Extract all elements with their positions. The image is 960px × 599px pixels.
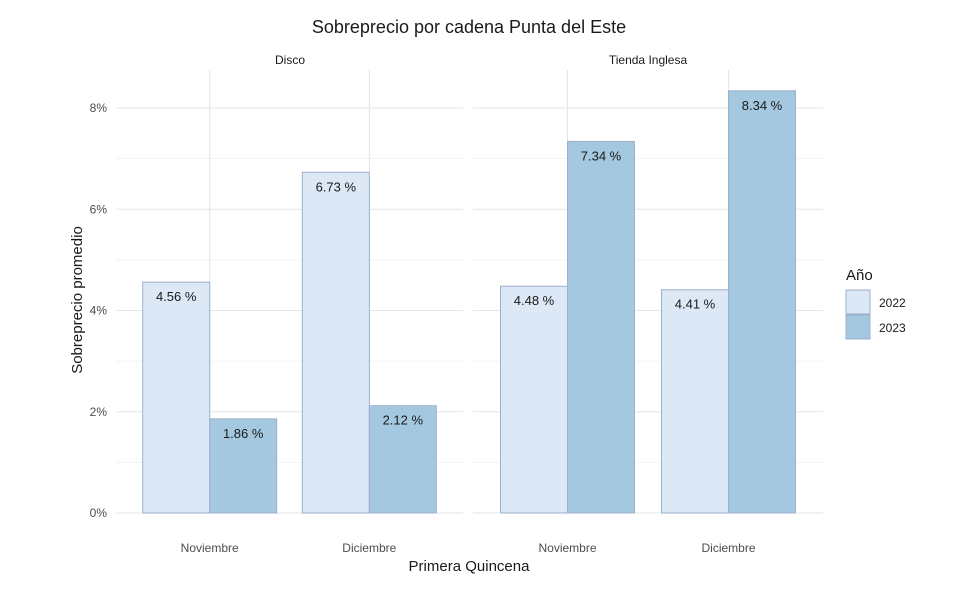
x-tick-label: Noviembre <box>538 541 596 555</box>
bar-value-label: 1.86 % <box>223 426 264 441</box>
facet-strip-disco: Disco <box>275 53 305 67</box>
legend-title: Año <box>846 267 873 284</box>
chart-title: Sobreprecio por cadena Punta del Este <box>312 17 626 37</box>
legend-swatch-2022 <box>845 289 871 315</box>
y-tick-label: 8% <box>90 101 108 115</box>
bar-2023 <box>209 418 278 514</box>
bars: 4.56 % 1.86 % 6.73 % 2.12 % 4.48 % 7.34 % 4.41… <box>142 90 796 514</box>
bar-2022 <box>661 289 729 514</box>
bar-2022 <box>500 285 568 514</box>
bar-value-label: 4.41 % <box>675 297 716 312</box>
bar-2023 <box>567 140 635 514</box>
y-axis-title: Sobreprecio promedio <box>69 226 86 374</box>
x-axis-title: Primera Quincena <box>409 558 531 575</box>
y-axis-ticks: 0% 2% 4% 6% 8% <box>90 101 108 520</box>
bar-2022 <box>142 281 211 514</box>
bar-2023 <box>368 405 437 514</box>
y-tick-label: 6% <box>90 202 108 216</box>
bar-value-label: 7.34 % <box>581 148 622 163</box>
bar-value-label: 4.48 % <box>514 293 555 308</box>
bar-value-label: 6.73 % <box>316 179 357 194</box>
y-tick-label: 4% <box>90 304 108 318</box>
bar-2023 <box>728 90 796 514</box>
legend: Año 2022 2023 <box>845 267 906 340</box>
y-tick-label: 2% <box>90 405 108 419</box>
bar-2022 <box>301 171 370 514</box>
y-tick-label: 0% <box>90 506 108 520</box>
legend-label-2022: 2022 <box>879 296 906 310</box>
bar-value-label: 2.12 % <box>383 413 424 428</box>
x-tick-label: Noviembre <box>181 541 239 555</box>
x-tick-label: Diciembre <box>342 541 396 555</box>
bar-value-label: 4.56 % <box>156 289 197 304</box>
legend-swatch-2023 <box>845 314 871 340</box>
x-axis-ticks: Noviembre Diciembre Noviembre Diciembre <box>181 541 756 555</box>
legend-label-2023: 2023 <box>879 321 906 335</box>
facet-strip-tienda-inglesa: Tienda Inglesa <box>609 53 688 67</box>
bar-value-label: 8.34 % <box>742 98 783 113</box>
x-tick-label: Diciembre <box>701 541 755 555</box>
